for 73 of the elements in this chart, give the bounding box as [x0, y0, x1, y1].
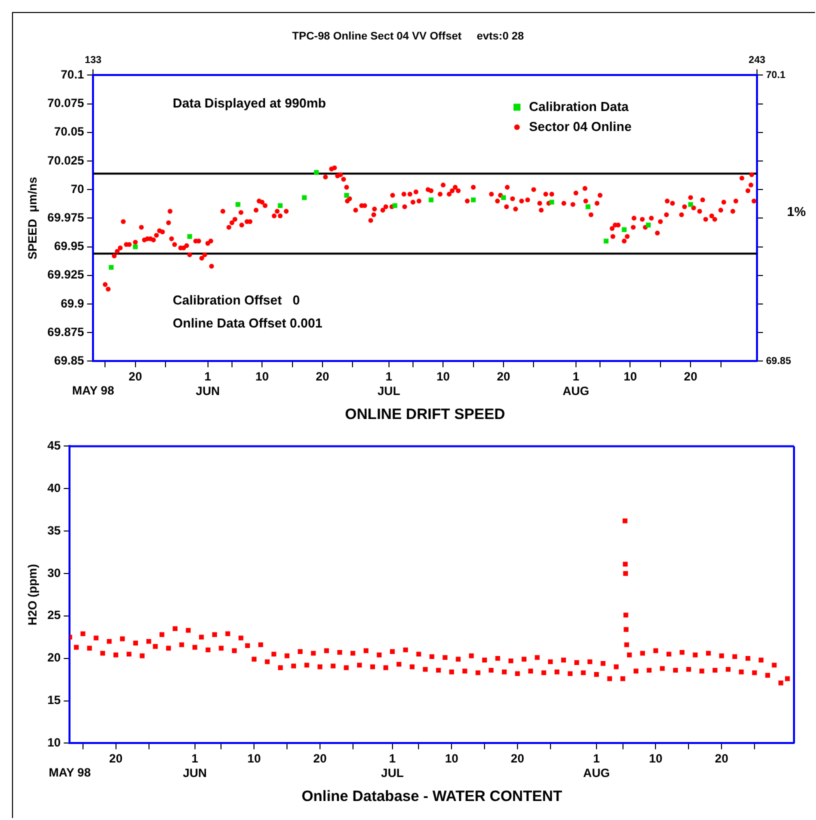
- x-tick-label: 1 AUG: [583, 752, 610, 780]
- point: [314, 170, 319, 175]
- x-tick-label: 10: [624, 370, 638, 384]
- point: [278, 203, 283, 208]
- text: MAY 98: [72, 384, 114, 398]
- point: [132, 244, 138, 250]
- x-tick-label: 10: [255, 370, 270, 384]
- y-tick-label: 69.95: [54, 239, 84, 254]
- y-tick-label: 45: [47, 438, 62, 453]
- y-tick-label: 40: [47, 480, 62, 495]
- text: 1%: [786, 204, 806, 220]
- x2-tick-label: 243: [748, 54, 766, 66]
- point: [688, 202, 693, 207]
- y-tick-label: 69.9: [60, 296, 84, 310]
- point: [344, 192, 349, 198]
- point: [236, 202, 240, 207]
- y-tick-label: 10: [47, 736, 62, 750]
- y-tick-label: 20: [47, 650, 62, 665]
- x2-tick-label: 133: [84, 54, 102, 66]
- point: [187, 234, 192, 239]
- legend-label: Sector 04 Online: [528, 118, 632, 134]
- y-axis-title: H2O (ppm): [26, 564, 40, 626]
- point: [586, 204, 590, 210]
- x-tick-label: 1 JUN: [196, 370, 220, 398]
- x-tick-label: 10: [444, 752, 459, 766]
- y-tick-label: 70: [70, 182, 84, 196]
- y-axis-title: SPEED μm/ns: [26, 176, 40, 260]
- x-tick-label: 20: [496, 370, 510, 384]
- x-axis-title: Online Database - WATER CONTENT: [302, 788, 562, 806]
- y-tick-label: 69.85: [54, 354, 84, 368]
- y-tick-label: 70.1: [60, 68, 84, 82]
- point: [302, 195, 307, 200]
- y-tick-label: 69.875: [47, 324, 84, 339]
- x-tick-label: 20: [128, 370, 142, 384]
- y-tick-label: 30: [47, 566, 62, 580]
- y-tick-label: 70.075: [47, 96, 84, 110]
- point: [470, 197, 476, 202]
- x-tick-label: 1 JUL: [377, 370, 400, 398]
- y-tick-label: 25: [47, 608, 62, 622]
- legend-label: Calibration Data: [528, 98, 630, 114]
- y-tick-label: 35: [47, 523, 62, 538]
- y-tick-label: 69.975: [47, 210, 84, 225]
- x-tick-label: 20: [714, 752, 729, 766]
- y2-tick-label: 70.1: [766, 70, 786, 81]
- point: [604, 238, 608, 244]
- x-axis-title: ONLINE DRIFT SPEED: [345, 406, 506, 424]
- x-tick-label: 10: [649, 752, 663, 766]
- x-tick-label: 20: [109, 752, 123, 766]
- x-tick-label: 1 JUL: [381, 752, 404, 780]
- point: [646, 222, 651, 228]
- annotation: Data Displayed at 990mb: [172, 95, 326, 110]
- point: [501, 195, 506, 200]
- x-tick-label: 20: [684, 370, 698, 384]
- point: [622, 227, 627, 232]
- annotation: Online Data Offset 0.001: [172, 316, 322, 331]
- x-tick-label: 10: [247, 752, 262, 766]
- text: MAY 98: [48, 766, 92, 780]
- x-tick-label: 1 JUN: [182, 752, 207, 780]
- x-tick-label: 20: [510, 752, 524, 766]
- y-tick-label: 70.05: [54, 124, 84, 139]
- annotation: Calibration Offset 0: [172, 292, 300, 308]
- y-tick-label: 69.925: [47, 268, 84, 282]
- point: [428, 197, 434, 202]
- x-tick-label: 20: [316, 370, 330, 384]
- x-tick-label: 10: [436, 370, 450, 384]
- point: [108, 264, 114, 270]
- y2-tick-label: 69.85: [766, 356, 792, 367]
- y-tick-label: 70.025: [47, 153, 84, 168]
- x-tick-label: 20: [313, 752, 327, 766]
- x-tick-label: 1 AUG: [562, 370, 590, 398]
- y-tick-label: 15: [47, 693, 62, 708]
- chart-title: TPC-98 Online Sect 04 VV Offset evts:0 28: [292, 30, 524, 43]
- point: [392, 203, 398, 208]
